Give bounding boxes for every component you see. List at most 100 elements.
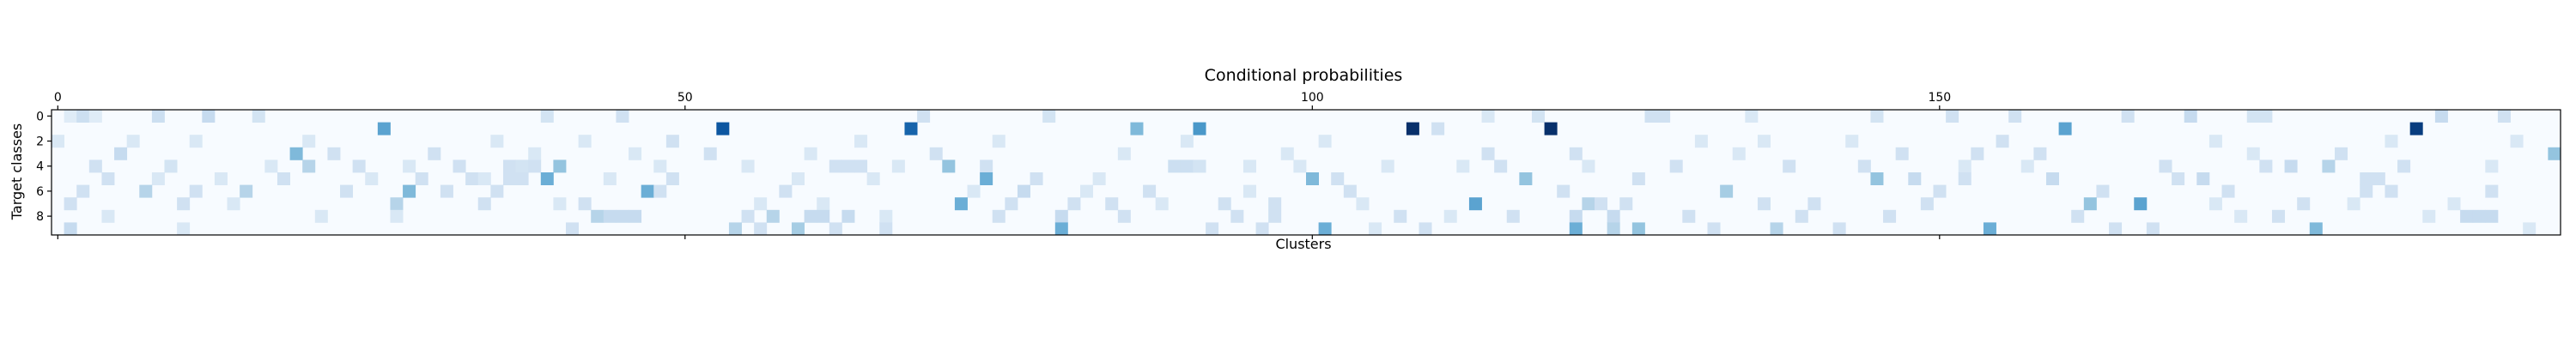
heatmap-cell (992, 209, 1005, 223)
heatmap-cell (766, 209, 780, 223)
heatmap-cell (1443, 209, 1457, 223)
heatmap-cell (1255, 222, 1269, 236)
heatmap-cell (490, 135, 504, 148)
top-x-tick-label: 100 (1301, 91, 1324, 105)
heatmap-cell (2096, 184, 2110, 198)
heatmap-cell (1832, 222, 1846, 236)
heatmap-cell (1569, 209, 1583, 223)
heatmap-cell (403, 159, 416, 173)
heatmap-cell (553, 197, 567, 211)
heatmap-cell (1331, 172, 1345, 185)
heatmap-cell (1669, 159, 1683, 173)
heatmap-cell (515, 172, 529, 185)
heatmap-cell (1080, 184, 1094, 198)
heatmap-cell (189, 135, 203, 148)
heatmap-cell (1206, 222, 1219, 236)
heatmap-cell (2071, 209, 2085, 223)
heatmap-cell (1958, 159, 1971, 173)
heatmap-cell (465, 172, 479, 185)
heatmap-cell (578, 197, 592, 211)
heatmap-cell (1883, 209, 1897, 223)
heatmap-cell (1770, 222, 1783, 236)
heatmap-cell (352, 159, 366, 173)
heatmap-cell (1293, 159, 1307, 173)
heatmap-cell (1595, 197, 1608, 211)
heatmap-cell (1456, 159, 1470, 173)
heatmap-cell (791, 222, 805, 236)
heatmap-cell (2397, 159, 2411, 173)
heatmap-cell (177, 197, 191, 211)
heatmap-cell (1757, 135, 1771, 148)
heatmap-cell (2259, 159, 2273, 173)
heatmap-cell (641, 184, 654, 198)
heatmap-cell (1155, 197, 1169, 211)
heatmap-cell (817, 197, 830, 211)
y-tick-label: 0 (36, 110, 44, 123)
heatmap-cell (1857, 159, 1871, 173)
heatmap-cell (1105, 197, 1119, 211)
heatmap-cell (2385, 135, 2398, 148)
heatmap-cell (540, 172, 554, 185)
heatmap-cell (2284, 159, 2298, 173)
heatmap-cell (2497, 110, 2511, 123)
heatmap-cell (2335, 147, 2348, 160)
heatmap-cell (2347, 197, 2360, 211)
heatmap-cell (1983, 222, 1996, 236)
heatmap-cell (891, 159, 905, 173)
heatmap-cell (240, 184, 253, 198)
heatmap-cell (665, 135, 679, 148)
heatmap-cell (101, 172, 115, 185)
heatmap-cell (2196, 172, 2210, 185)
heatmap-cell (992, 135, 1005, 148)
heatmap-cell (1180, 135, 1194, 148)
top-x-tick-label: 0 (54, 91, 62, 105)
heatmap-cell (2409, 122, 2423, 135)
heatmap-cell (2271, 209, 2285, 223)
heatmap-cell (1795, 209, 1808, 223)
heatmap-cell (616, 209, 629, 223)
heatmap-cell (2045, 172, 2059, 185)
heatmap-cell (591, 209, 605, 223)
heatmap-cell (1569, 222, 1583, 236)
heatmap-cell (1694, 135, 1708, 148)
heatmap-cell (2297, 197, 2311, 211)
heatmap-cell (2485, 159, 2499, 173)
heatmap-cell (804, 147, 817, 160)
heatmap-cell (578, 135, 592, 148)
heatmap-cell (1519, 172, 1533, 185)
heatmap-cell (528, 147, 542, 160)
heatmap-cell (629, 147, 642, 160)
top-x-axis: 0 50 100 150 (54, 91, 1951, 110)
heatmap-cell (502, 159, 516, 173)
heatmap-cell (1030, 172, 1043, 185)
y-axis: 0 2 4 6 8 (36, 110, 52, 224)
heatmap-cell (2472, 209, 2486, 223)
heatmap-cell (1394, 209, 1407, 223)
heatmap-cell (2109, 222, 2123, 236)
heatmap-cell (139, 184, 153, 198)
y-tick-label: 4 (36, 160, 44, 174)
heatmap-cell (954, 197, 968, 211)
heatmap-cell (2510, 135, 2524, 148)
heatmap-cell (2121, 110, 2135, 123)
heatmap-cell (929, 147, 943, 160)
heatmap-cell (2360, 172, 2373, 185)
heatmap-cell (189, 184, 203, 198)
heatmap-cell (1193, 122, 1206, 135)
heatmap-cell (2523, 222, 2537, 236)
heatmap-cell (2008, 110, 2022, 123)
bottom-x-axis (57, 235, 1941, 239)
heatmap-cell (227, 197, 240, 211)
heatmap-cell (1607, 222, 1620, 236)
heatmap-cell (1845, 135, 1859, 148)
heatmap-cell (2134, 197, 2148, 211)
heatmap-cell (2460, 209, 2474, 223)
heatmap-cell (1318, 222, 1332, 236)
heatmap-cell (2083, 197, 2097, 211)
heatmap-cell (453, 159, 466, 173)
y-tick-label: 2 (36, 135, 44, 149)
heatmap-cell (2159, 159, 2172, 173)
heatmap-cell (477, 172, 491, 185)
heatmap-cell (276, 172, 290, 185)
